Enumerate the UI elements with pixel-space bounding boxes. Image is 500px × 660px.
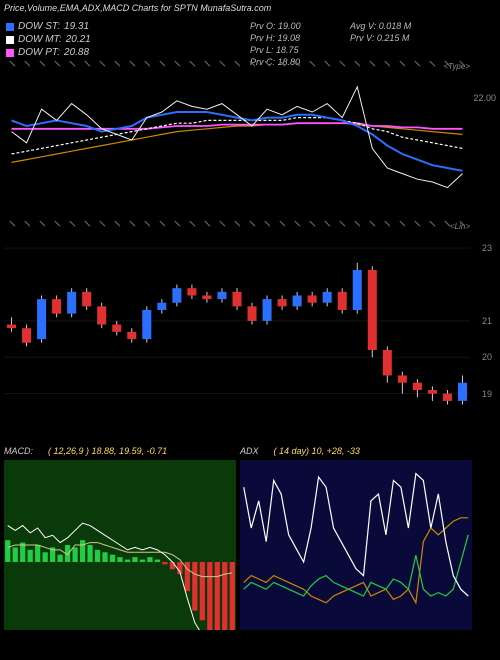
price-y-label: 22.00 xyxy=(473,93,496,103)
chart-title: Price,Volume,EMA,ADX,MACD Charts for SPT… xyxy=(4,3,271,13)
macd-chart-svg[interactable] xyxy=(4,460,236,630)
adx-label: ADX ( 14 day) 10, +28, -33 xyxy=(240,446,360,456)
legend-st-label: DOW ST: xyxy=(18,20,60,33)
adx-chart-svg[interactable] xyxy=(240,460,472,630)
legend-mt-value: 20.21 xyxy=(66,33,91,46)
legend-block: DOW ST: 19.31 DOW MT: 20.21 DOW PT: 20.8… xyxy=(6,20,91,59)
prv-v: Prv V: 0.215 M xyxy=(350,32,411,44)
prev-l: Prv L: 18.75 xyxy=(250,44,301,56)
legend-mt-label: DOW MT: xyxy=(18,33,62,46)
price-chart-svg xyxy=(4,70,470,210)
price-panel[interactable]: <Type> 22.00 ❙❙❙❙❙❙❙❙❙❙❙❙❙❙❙❙❙❙❙❙❙❙❙❙❙❙❙… xyxy=(4,70,470,210)
prev-o: Prv O: 19.00 xyxy=(250,20,301,32)
candle-chart-svg xyxy=(4,230,470,430)
swatch-mt xyxy=(6,36,14,44)
legend-pt: DOW PT: 20.88 xyxy=(6,46,91,59)
macd-params: ( 12,26,9 ) 18.88, 19.59, -0.71 xyxy=(48,446,167,456)
macd-label: MACD: ( 12,26,9 ) 18.88, 19.59, -0.71 xyxy=(4,446,167,456)
adx-params: ( 14 day) 10, +28, -33 xyxy=(274,446,360,456)
avg-v: Avg V: 0.018 M xyxy=(350,20,411,32)
swatch-pt xyxy=(6,49,14,57)
prev-h: Prv H: 19.08 xyxy=(250,32,301,44)
avg-block: Avg V: 0.018 M Prv V: 0.215 M xyxy=(350,20,411,44)
legend-st: DOW ST: 19.31 xyxy=(6,20,91,33)
legend-pt-value: 20.88 xyxy=(64,46,89,59)
adx-name: ADX xyxy=(240,446,259,456)
legend-pt-label: DOW PT: xyxy=(18,46,60,59)
candle-panel[interactable]: <Lin> 23212019 ❙❙❙❙❙❙❙❙❙❙❙❙❙❙❙❙❙❙❙❙❙❙❙❙❙… xyxy=(4,230,470,430)
macd-name: MACD: xyxy=(4,446,33,456)
legend-mt: DOW MT: 20.21 xyxy=(6,33,91,46)
swatch-st xyxy=(6,23,14,31)
legend-st-value: 19.31 xyxy=(64,20,89,33)
